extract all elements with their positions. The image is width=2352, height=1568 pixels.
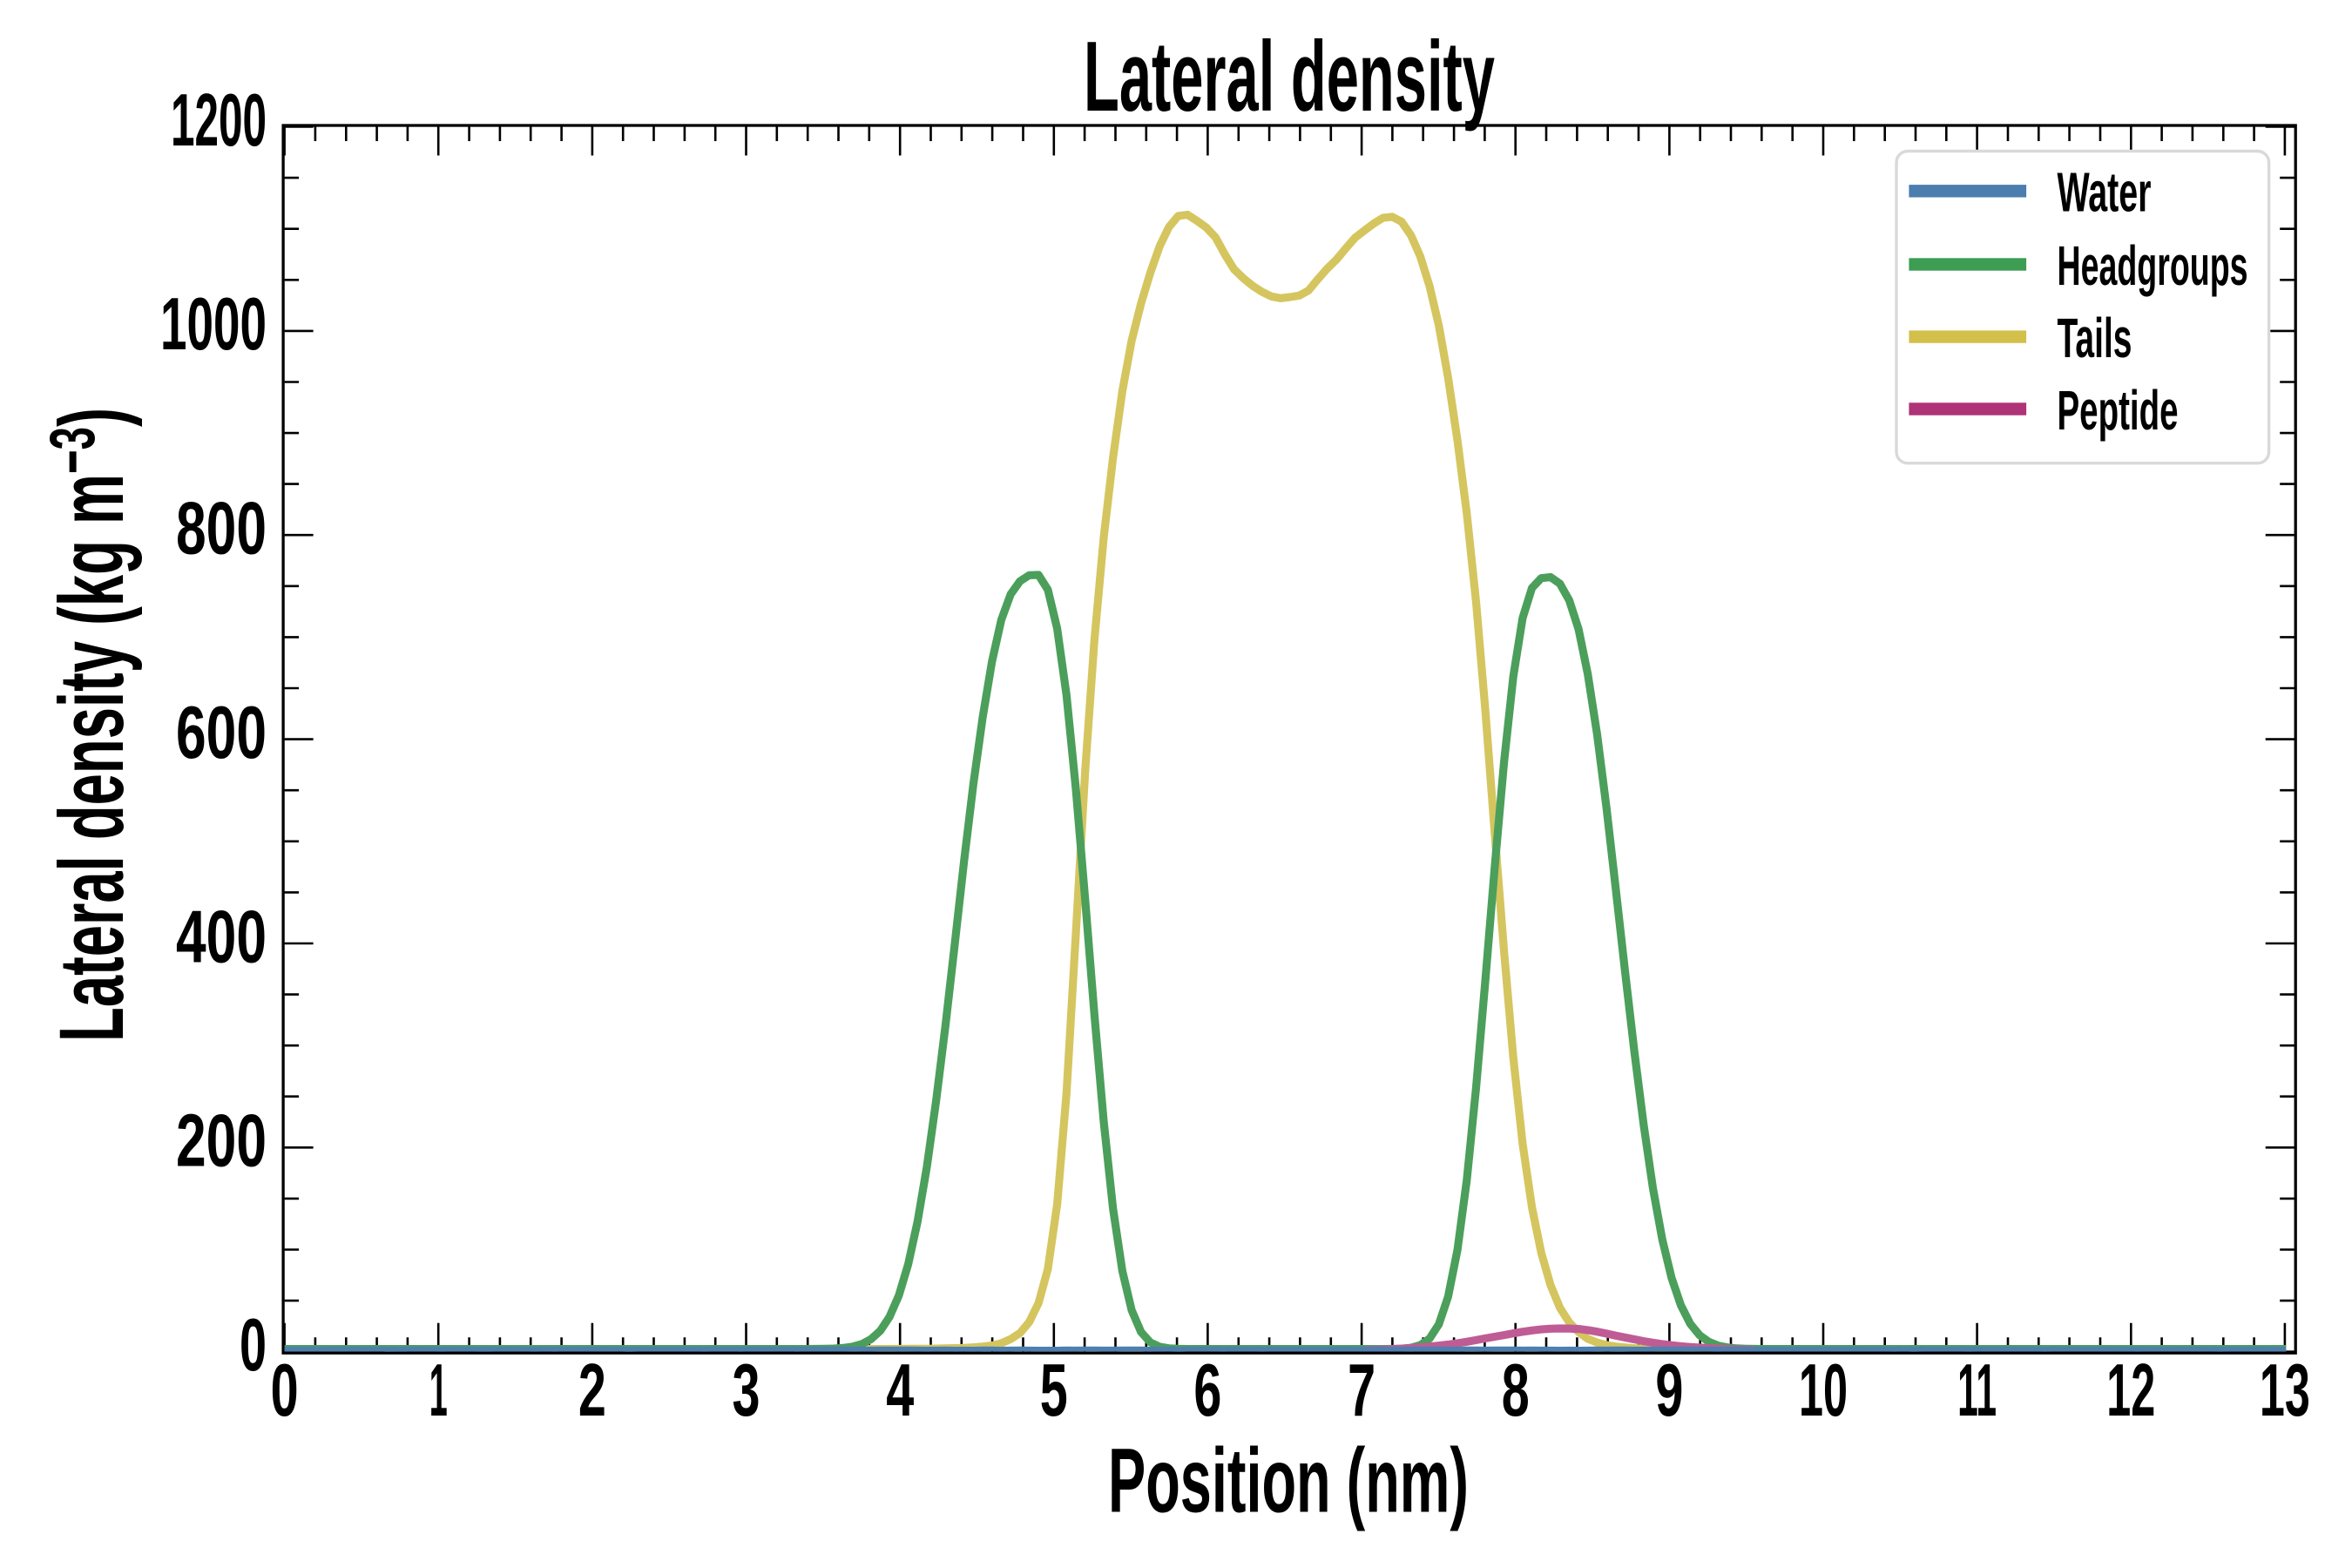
svg-text:1: 1 — [429, 1349, 448, 1432]
svg-text:Position (nm): Position (nm) — [1108, 1429, 1469, 1531]
svg-text:600: 600 — [176, 692, 267, 774]
svg-text:2: 2 — [578, 1349, 606, 1432]
svg-text:Lateral density (kg m−3): Lateral density (kg m−3) — [37, 408, 143, 1042]
svg-text:Water: Water — [2058, 162, 2152, 224]
svg-text:Peptide: Peptide — [2058, 380, 2179, 442]
svg-text:Lateral density: Lateral density — [1084, 22, 1495, 132]
svg-text:10: 10 — [1799, 1349, 1848, 1432]
svg-text:800: 800 — [176, 488, 267, 571]
svg-text:Headgroups: Headgroups — [2058, 235, 2248, 297]
svg-text:1000: 1000 — [160, 283, 267, 366]
svg-text:400: 400 — [176, 896, 267, 978]
svg-text:9: 9 — [1655, 1349, 1683, 1432]
svg-text:0: 0 — [240, 1304, 267, 1387]
svg-text:Tails: Tails — [2058, 308, 2132, 369]
svg-text:11: 11 — [1957, 1349, 1997, 1432]
svg-text:4: 4 — [886, 1349, 914, 1432]
svg-text:5: 5 — [1040, 1349, 1068, 1432]
svg-text:200: 200 — [176, 1100, 267, 1183]
svg-text:0: 0 — [271, 1349, 299, 1432]
svg-text:13: 13 — [2260, 1349, 2310, 1432]
svg-text:6: 6 — [1193, 1349, 1221, 1432]
svg-text:12: 12 — [2106, 1349, 2155, 1432]
svg-text:1200: 1200 — [171, 79, 267, 162]
svg-text:3: 3 — [733, 1349, 760, 1432]
svg-text:7: 7 — [1348, 1349, 1375, 1432]
svg-text:8: 8 — [1502, 1349, 1530, 1432]
